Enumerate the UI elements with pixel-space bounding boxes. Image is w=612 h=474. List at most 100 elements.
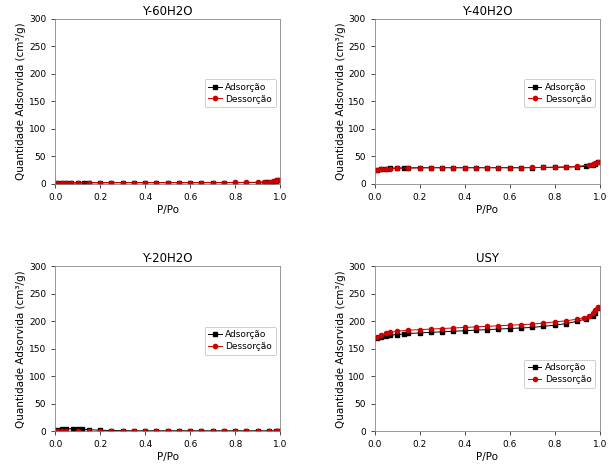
Adsorção xyxy=(506,326,513,331)
Dessorção xyxy=(551,319,558,325)
Dessorção xyxy=(378,332,385,337)
Adsorção xyxy=(427,165,435,171)
Dessorção xyxy=(152,180,160,185)
Line: Adsorção: Adsorção xyxy=(375,306,600,340)
Dessorção xyxy=(141,428,149,434)
Dessorção xyxy=(265,428,272,434)
Dessorção xyxy=(231,180,239,185)
Adsorção xyxy=(405,165,412,171)
Dessorção xyxy=(450,325,457,331)
Y-axis label: Quantidade Adsorvida (cm³/g): Quantidade Adsorvida (cm³/g) xyxy=(16,23,26,180)
Dessorção xyxy=(54,180,61,186)
Adsorção xyxy=(378,334,385,339)
Adsorção xyxy=(220,428,228,434)
Dessorção xyxy=(483,323,491,329)
Dessorção xyxy=(540,320,547,326)
Adsorção xyxy=(373,167,381,173)
Dessorção xyxy=(394,165,401,171)
Adsorção xyxy=(594,305,601,310)
Dessorção xyxy=(589,161,597,167)
Adsorção xyxy=(81,180,88,186)
Adsorção xyxy=(592,310,599,315)
Dessorção xyxy=(517,322,524,328)
Dessorção xyxy=(130,428,138,434)
Adsorção xyxy=(483,165,491,171)
Adsorção xyxy=(517,325,524,331)
Dessorção xyxy=(592,160,599,166)
Adsorção xyxy=(382,166,390,172)
Adsorção xyxy=(62,180,70,186)
Dessorção xyxy=(272,428,279,434)
Adsorção xyxy=(573,319,581,324)
Dessorção xyxy=(198,428,205,434)
Adsorção xyxy=(461,328,468,334)
Adsorção xyxy=(483,327,491,332)
Dessorção xyxy=(164,428,171,434)
Dessorção xyxy=(562,164,570,170)
Dessorção xyxy=(517,165,524,171)
Adsorção xyxy=(243,180,250,185)
Dessorção xyxy=(461,325,468,330)
Adsorção xyxy=(394,332,401,337)
Adsorção xyxy=(198,428,205,434)
Adsorção xyxy=(583,316,590,321)
Adsorção xyxy=(254,180,261,185)
Adsorção xyxy=(594,160,601,165)
Dessorção xyxy=(265,179,272,184)
Dessorção xyxy=(220,428,228,434)
Dessorção xyxy=(387,166,394,172)
Adsorção xyxy=(274,428,282,434)
Dessorção xyxy=(506,165,513,171)
Adsorção xyxy=(74,180,81,186)
Dessorção xyxy=(97,428,104,434)
Dessorção xyxy=(378,166,385,172)
Dessorção xyxy=(175,180,182,185)
Dessorção xyxy=(175,428,182,434)
Y-axis label: Quantidade Adsorvida (cm³/g): Quantidade Adsorvida (cm³/g) xyxy=(335,270,346,428)
Dessorção xyxy=(108,180,115,185)
Dessorção xyxy=(243,428,250,434)
Dessorção xyxy=(495,323,502,328)
Adsorção xyxy=(97,180,104,185)
Dessorção xyxy=(58,180,65,186)
Adsorção xyxy=(529,325,536,330)
Adsorção xyxy=(405,331,412,337)
Dessorção xyxy=(187,180,194,185)
Adsorção xyxy=(152,180,160,185)
Adsorção xyxy=(164,180,171,185)
X-axis label: P/Po: P/Po xyxy=(476,205,498,215)
Dessorção xyxy=(220,180,228,185)
Adsorção xyxy=(427,329,435,335)
Adsorção xyxy=(254,428,261,434)
Dessorção xyxy=(261,179,268,185)
Adsorção xyxy=(378,166,385,172)
Adsorção xyxy=(529,165,536,171)
Dessorção xyxy=(243,180,250,185)
Y-axis label: Quantidade Adsorvida (cm³/g): Quantidade Adsorvida (cm³/g) xyxy=(335,23,346,180)
Legend: Adsorção, Dessorção: Adsorção, Dessorção xyxy=(204,327,275,355)
Adsorção xyxy=(175,180,182,185)
X-axis label: P/Po: P/Po xyxy=(157,452,179,462)
Dessorção xyxy=(231,428,239,434)
Dessorção xyxy=(529,321,536,327)
Adsorção xyxy=(551,322,558,328)
Dessorção xyxy=(119,428,126,434)
Dessorção xyxy=(427,326,435,332)
Dessorção xyxy=(62,428,70,434)
Dessorção xyxy=(54,428,61,434)
Adsorção xyxy=(74,426,81,432)
Dessorção xyxy=(562,318,570,324)
Dessorção xyxy=(85,428,92,434)
Dessorção xyxy=(427,165,435,171)
Dessorção xyxy=(62,180,70,186)
Adsorção xyxy=(573,164,581,170)
Adsorção xyxy=(416,330,424,336)
Dessorção xyxy=(592,308,599,313)
Adsorção xyxy=(551,164,558,170)
Dessorção xyxy=(495,165,502,171)
Adsorção xyxy=(78,426,86,432)
Adsorção xyxy=(517,165,524,171)
Dessorção xyxy=(594,159,601,165)
Adsorção xyxy=(231,428,239,434)
Adsorção xyxy=(589,163,597,168)
